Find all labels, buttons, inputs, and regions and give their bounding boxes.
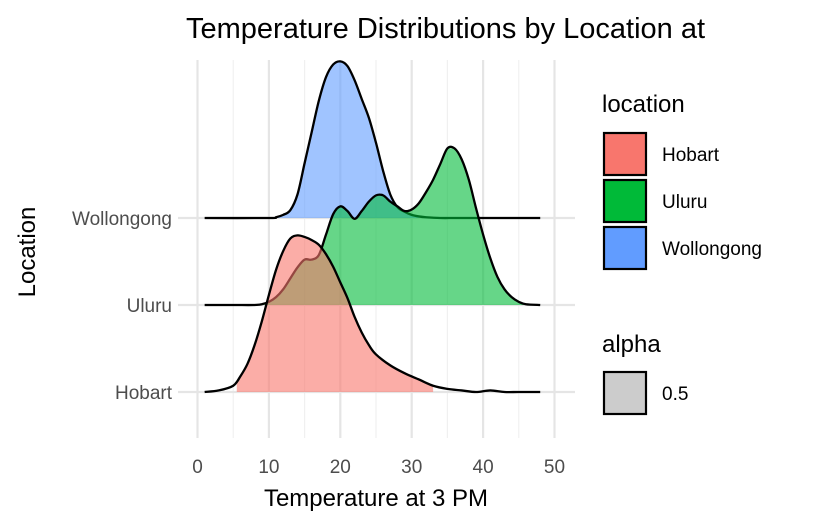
legend-key-hobart [602, 131, 648, 177]
legend-label-uluru: Uluru [662, 192, 707, 213]
x-tick-label: 10 [258, 457, 279, 478]
legend-label-alpha: 0.5 [662, 384, 688, 405]
x-tick-label: 30 [401, 457, 422, 478]
y-tick-label: Hobart [115, 383, 173, 404]
legend-key-wollongong [602, 225, 648, 271]
legend-label-wollongong: Wollongong [662, 239, 762, 260]
legend-key-alpha [602, 370, 648, 416]
legend-alpha: alpha 0.5 [602, 331, 688, 416]
y-tick-label: Uluru [127, 296, 172, 317]
chart-title: Temperature Distributions by Location at [186, 13, 705, 45]
legend-alpha-title: alpha [602, 331, 661, 358]
legend-location: location Hobart Uluru Wollongong [602, 91, 762, 271]
x-axis-title: Temperature at 3 PM [264, 485, 488, 512]
y-axis-ticks: Hobart Uluru Wollongong [72, 209, 173, 404]
x-tick-label: 40 [473, 457, 494, 478]
x-tick-label: 50 [544, 457, 565, 478]
legend-key-uluru [602, 178, 648, 224]
ridge-hobart [204, 234, 541, 394]
y-axis-title: Location [14, 207, 41, 298]
x-tick-label: 20 [330, 457, 351, 478]
x-axis-ticks: 0 10 20 30 40 50 [192, 457, 565, 478]
ridge-fill-hobart [236, 235, 434, 392]
ridge-fill-wollongong [276, 61, 419, 219]
ridge-outline-hobart [204, 234, 541, 394]
x-tick-label: 0 [192, 457, 203, 478]
legend-location-title: location [602, 91, 685, 118]
y-tick-label: Wollongong [72, 209, 172, 230]
legend-label-hobart: Hobart [662, 145, 720, 166]
density-ridges [204, 60, 541, 394]
